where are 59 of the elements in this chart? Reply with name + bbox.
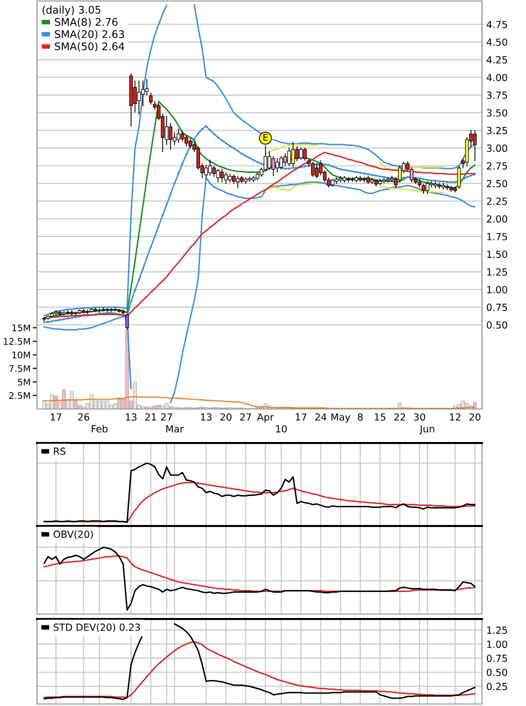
y2-tick-label: 7.5M <box>9 365 30 372</box>
x-tick-label: 17 <box>296 413 306 421</box>
y-tick-label: 4.00 <box>486 74 508 82</box>
y-tick-label: 1.00 <box>487 286 508 294</box>
x-tick-label: 12 <box>450 413 460 421</box>
y-tick-label: 1.75 <box>487 233 507 240</box>
y-tick-label: 0.75 <box>486 304 507 312</box>
chart-title: (daily) 3.05 <box>42 6 100 16</box>
y2-tick-label: 15M <box>12 324 30 332</box>
x-tick-label: Apr <box>257 413 274 423</box>
y-tick-label: 2.50 <box>486 180 508 188</box>
y-tick-label: 0.75 <box>486 654 507 662</box>
x-tick-label: 17 <box>50 413 62 421</box>
x-tick-label: 30 <box>414 413 426 421</box>
y2-tick-label: 5M <box>18 378 30 386</box>
x-tick-label: Mar <box>166 425 184 432</box>
x-tick-label: 20 <box>469 413 480 421</box>
x-tick-label: 27 <box>161 413 172 421</box>
x-tick-label: 15 <box>374 413 386 421</box>
x-tick-label: 20 <box>220 413 232 421</box>
x-tick-label: 21 <box>145 413 156 421</box>
x-tick-label: 10 <box>276 425 287 432</box>
annotation: E <box>263 134 268 141</box>
y2-tick-label: 10M <box>12 352 30 358</box>
legend-label: SMA(50) 2.64 <box>54 42 124 52</box>
y-tick-label: 4.25 <box>486 56 507 64</box>
x-tick-label: 26 <box>78 413 90 421</box>
y-tick-label: 4.75 <box>486 20 507 28</box>
y-tick-label: 0.50 <box>486 668 508 676</box>
x-tick-label: Feb <box>92 424 108 432</box>
legend-label: STD DEV(20) 0.23 <box>54 623 140 632</box>
y-tick-label: 1.50 <box>487 250 508 258</box>
y-tick-label: 4.50 <box>486 38 508 46</box>
legend-label: SMA(8) 2.76 <box>54 18 118 28</box>
x-tick-label: 27 <box>240 413 252 421</box>
y-tick-label: 0.50 <box>486 321 508 329</box>
y-tick-label: 3.75 <box>486 92 507 99</box>
y2-tick-label: 2.5M <box>9 392 30 400</box>
x-tick-label: 13 <box>126 413 136 421</box>
x-tick-label: 8 <box>358 413 363 421</box>
y-tick-label: 0.25 <box>486 682 507 690</box>
y-tick-label: 2.75 <box>486 162 507 170</box>
x-tick-label: 13 <box>201 413 212 421</box>
y-tick-label: 2.00 <box>486 215 508 223</box>
x-tick-label: 22 <box>394 413 406 421</box>
y2-tick-label: 12.5M <box>4 338 30 345</box>
y-tick-label: 3.00 <box>486 144 508 152</box>
y-tick-label: 1.25 <box>487 268 507 276</box>
y-tick-label: 3.50 <box>486 109 508 117</box>
legend-label: SMA(20) 2.63 <box>54 30 124 40</box>
y-tick-label: 1.00 <box>487 640 508 648</box>
y-tick-label: 2.25 <box>486 198 507 205</box>
y-tick-label: 3.25 <box>486 126 507 134</box>
x-tick-label: Jun <box>419 425 434 434</box>
series-label: OBV(20) <box>54 530 93 540</box>
x-tick-label: May <box>331 413 350 423</box>
x-tick-label: 24 <box>315 413 326 421</box>
legend-label: RS <box>54 448 66 455</box>
y-tick-label: 1.25 <box>487 626 507 634</box>
